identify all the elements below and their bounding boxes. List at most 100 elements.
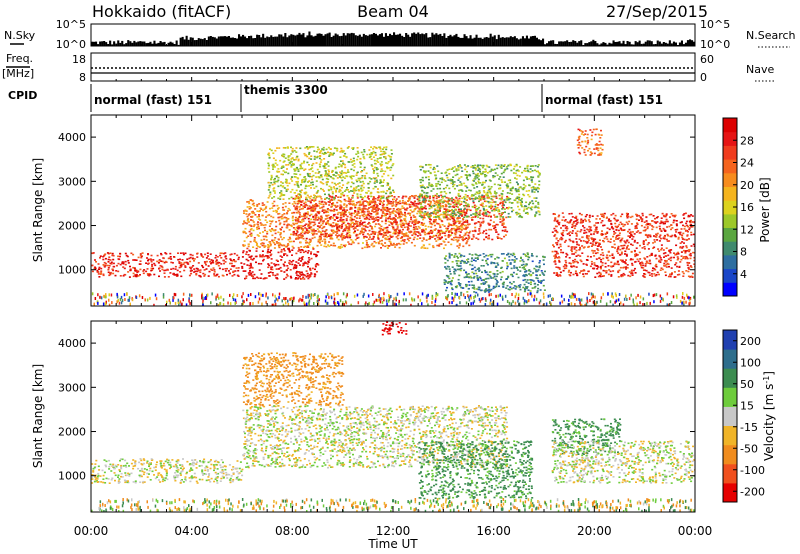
noise-bar <box>453 35 456 46</box>
power-cell <box>389 195 392 198</box>
power-cell <box>447 225 450 228</box>
power-cell <box>534 285 537 288</box>
power-cell <box>304 178 307 180</box>
power-cell <box>457 217 459 220</box>
power-cell <box>328 204 331 206</box>
power-cell <box>294 208 297 211</box>
power-cell <box>266 251 269 254</box>
power-cell <box>286 188 289 191</box>
power-cell <box>343 163 346 166</box>
power-cell <box>490 206 493 208</box>
power-cell <box>245 232 248 235</box>
power-cell <box>263 226 266 229</box>
power-cell <box>357 152 360 154</box>
power-cell <box>285 276 288 279</box>
power-cell <box>434 178 437 181</box>
power-cell <box>152 267 155 270</box>
power-cell <box>388 245 391 247</box>
power-cell <box>466 203 469 206</box>
power-cell <box>272 229 275 232</box>
power-cell <box>329 201 331 204</box>
power-cell <box>424 233 427 236</box>
power-cell <box>495 285 498 288</box>
power-cell <box>294 197 297 200</box>
power-cell <box>474 214 477 216</box>
power-cell <box>537 171 540 174</box>
power-cell <box>348 202 351 205</box>
noise-bar <box>306 35 309 46</box>
power-cell <box>307 175 310 177</box>
power-cell <box>259 255 262 258</box>
power-cell <box>447 203 450 205</box>
power-cell <box>481 196 483 199</box>
power-cell <box>253 223 256 226</box>
power-cell <box>312 210 314 212</box>
power-cell <box>540 280 543 282</box>
power-cell <box>389 211 391 214</box>
power-cell <box>436 215 439 218</box>
power-cell <box>538 260 541 262</box>
power-cell <box>514 188 517 190</box>
power-cell <box>287 156 290 158</box>
power-cell <box>267 197 270 199</box>
power-cell <box>389 155 391 158</box>
power-cell <box>480 265 483 267</box>
power-cell <box>422 179 424 182</box>
power-cell <box>255 244 258 247</box>
power-cell <box>224 268 227 270</box>
power-cell <box>514 288 517 290</box>
noise-bar <box>689 39 692 46</box>
power-cell <box>519 201 522 204</box>
noise-bar <box>666 43 669 46</box>
power-cell <box>303 278 306 280</box>
power-cell <box>374 223 377 225</box>
power-cell <box>526 213 529 215</box>
power-cell <box>286 184 289 187</box>
power-cell <box>465 202 467 204</box>
power-cell <box>497 233 500 236</box>
power-cell <box>537 170 539 173</box>
power-cell <box>299 194 302 197</box>
power-cell <box>270 258 273 260</box>
power-cell <box>399 229 402 232</box>
power-cell <box>480 279 483 282</box>
power-cell <box>307 229 310 232</box>
power-cell <box>332 202 334 204</box>
noise-bar <box>334 33 337 46</box>
power-cell <box>291 151 294 153</box>
power-cell <box>124 252 127 255</box>
power-cell <box>276 164 279 166</box>
power-cell <box>300 232 303 235</box>
power-cell <box>353 223 356 225</box>
power-cell <box>352 169 355 172</box>
power-cell <box>318 222 321 224</box>
power-cell <box>222 252 225 255</box>
power-cell <box>158 275 160 278</box>
power-cell <box>360 230 363 233</box>
power-cell <box>535 270 538 273</box>
power-cell <box>482 171 485 173</box>
power-cell <box>451 200 454 203</box>
noise-bar <box>616 41 619 46</box>
noise-bar <box>417 32 420 46</box>
noise-bar <box>141 41 144 46</box>
power-cell <box>329 233 332 236</box>
power-cell <box>119 255 121 258</box>
power-cell <box>496 206 499 209</box>
power-cell <box>213 269 216 271</box>
power-cell <box>446 201 449 203</box>
power-cell <box>422 216 425 219</box>
power-cell <box>373 146 376 148</box>
noise-bar <box>125 43 128 46</box>
power-cell <box>455 225 458 227</box>
power-cell <box>107 268 110 271</box>
power-cell <box>132 266 135 269</box>
power-cell <box>345 214 347 216</box>
power-cell <box>485 254 488 257</box>
power-cell <box>272 274 275 276</box>
power-cell <box>380 150 383 153</box>
power-cell <box>469 174 472 177</box>
power-cell <box>405 223 408 225</box>
power-cell <box>462 238 465 241</box>
power-cell <box>246 206 249 208</box>
